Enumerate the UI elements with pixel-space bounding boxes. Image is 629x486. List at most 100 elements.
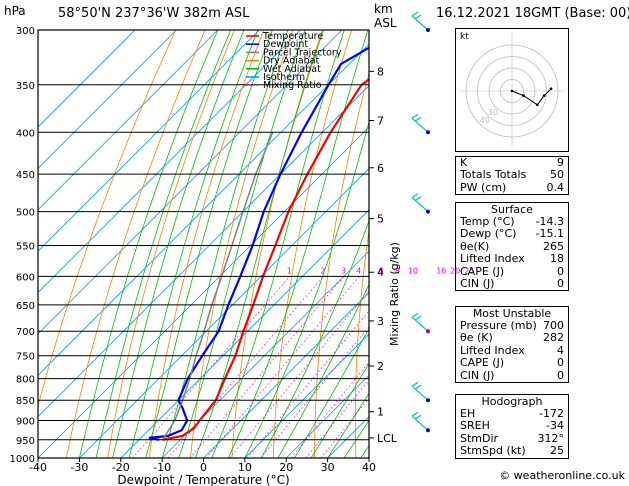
datetime-label: 16.12.2021 18GMT (Base: 00) (436, 6, 629, 21)
surface-label: Dewp (°C) (460, 227, 517, 241)
hodo-value: 312° (537, 431, 565, 445)
pressure-tick-label: 1000 (10, 454, 35, 465)
wet-adiabat-line (294, 327, 369, 458)
legend-label: Parcel Trajectory (263, 47, 342, 58)
mixing-ratio-label: 1 (287, 266, 292, 275)
hodo-label: StmSpd (kt) (460, 444, 526, 458)
isotherm-line (38, 30, 301, 294)
dry-adiabat-line (608, 30, 629, 458)
surface-label: CIN (J) (460, 276, 495, 290)
mu-row: CAPE (J) 0 (456, 356, 568, 370)
wind-barb-flag (414, 116, 422, 122)
mu-label: CIN (J) (460, 368, 495, 382)
wind-barb (411, 117, 429, 133)
surface-title: Surface (491, 203, 533, 216)
x-axis-label: Dewpoint / Temperature (°C) (117, 473, 289, 486)
wet-adiabat-line (277, 283, 369, 458)
dry-adiabat-line (148, 30, 265, 458)
surface-row: Dewp (°C) -15.1 (456, 227, 568, 241)
mu-value: 0 (557, 368, 564, 382)
hodo-row: StmDir 312° (456, 431, 568, 445)
wind-barb-flag (414, 384, 422, 390)
mu-row: CIN (J) 0 (456, 368, 568, 382)
hodo-label: SREH (460, 419, 490, 433)
hodo-value: -34 (546, 419, 564, 433)
surface-value: -14.3 (535, 215, 564, 228)
x-tick-label: -40 (29, 461, 47, 474)
km-tick-label: 1 (377, 406, 384, 419)
pressure-tick-label: 600 (16, 272, 35, 283)
isotherm-line (120, 209, 369, 458)
km-tick-label: 3 (377, 315, 384, 328)
wind-barb (411, 316, 429, 332)
most-unstable-table: Most Unstable Pressure (mb) 700 θe (K) 282… (455, 306, 569, 383)
wind-barb-flag (411, 312, 419, 318)
wind-barb-flag (411, 11, 419, 17)
hodograph-title: Hodograph (481, 395, 543, 408)
surface-table: Surface Temp (°C) -14.3 Dewp (°C) -15.1 θe… (455, 202, 569, 292)
mixing-ratio-label: 25 (464, 266, 474, 275)
wind-barb-flag (414, 414, 422, 420)
wet-adiabat-line (310, 362, 369, 458)
copyright-label: © weatheronline.co.uk (499, 469, 625, 482)
wind-barb-dot (426, 209, 430, 214)
x-tick-label: 30 (321, 461, 335, 474)
wind-barb-flag (411, 193, 419, 199)
hodograph-panel: kt 40 30 (455, 28, 569, 152)
isotherm-line (38, 30, 177, 169)
most-unstable-title: Most Unstable (472, 307, 552, 320)
wind-barb-flag (414, 14, 422, 20)
wind-barb-flag (411, 381, 419, 387)
wind-barb-dot (426, 130, 430, 135)
index-row-tt: Totals Totals 50 (456, 168, 568, 181)
pressure-tick-label: 850 (16, 396, 35, 407)
mu-value: 0 (557, 356, 564, 370)
mu-value: 282 (543, 331, 564, 345)
surface-value: 18 (550, 252, 564, 266)
pressure-tick-label: 450 (16, 170, 35, 181)
legend-label: Dewpoint (263, 39, 308, 50)
x-tick-label: 0 (200, 461, 207, 474)
isotherm-line (203, 291, 369, 458)
surface-row: CAPE (J) 0 (456, 265, 568, 278)
km-tick-label: 5 (377, 213, 384, 226)
isotherm-line (244, 333, 369, 458)
mu-label: Pressure (mb) (460, 319, 537, 332)
mu-label: θe (K) (460, 331, 493, 345)
wet-adiabat-line (178, 30, 306, 458)
mixing-ratio-label: 3 (341, 266, 346, 275)
pressure-tick-label: 500 (16, 208, 35, 219)
mu-label: CAPE (J) (460, 356, 505, 370)
x-tick-label: -20 (112, 461, 130, 474)
mixing-ratio-line (246, 310, 369, 458)
surface-row: Temp (°C) -14.3 (456, 215, 568, 228)
legend-label: Isotherm (263, 72, 305, 83)
isotherm-line (38, 30, 343, 335)
mixing-ratio-line (189, 276, 345, 458)
km-label: km (374, 2, 393, 16)
surface-row: Lifted Index 18 (456, 252, 568, 266)
wind-barb (411, 197, 429, 213)
wind-barb-flag (414, 315, 422, 321)
hodograph-ring-label: 40 (480, 116, 490, 125)
hodograph-point (536, 103, 539, 107)
pressure-tick-label: 550 (16, 241, 35, 252)
wet-adiabat-line (194, 30, 324, 458)
mixing-ratio-line (132, 276, 291, 458)
pressure-tick-label: 650 (16, 301, 35, 312)
hodograph-point (510, 89, 514, 93)
dry-adiabat-line (575, 30, 604, 458)
hodograph-unit-label: kt (460, 32, 469, 42)
hodograph-table: Hodograph EH -172 SREH -34 StmDir 312° StmS… (455, 394, 569, 459)
mixing-ratio-label: 8 (395, 266, 400, 275)
hodo-value: -172 (539, 407, 564, 420)
wind-barb-flag (411, 113, 419, 119)
surface-label: θe(K) (460, 239, 490, 253)
mu-row: θe (K) 282 (456, 331, 568, 345)
wet-adiabat-line (261, 219, 369, 458)
isotherm-line (38, 43, 369, 376)
mixing-ratio-label: 10 (408, 266, 418, 275)
